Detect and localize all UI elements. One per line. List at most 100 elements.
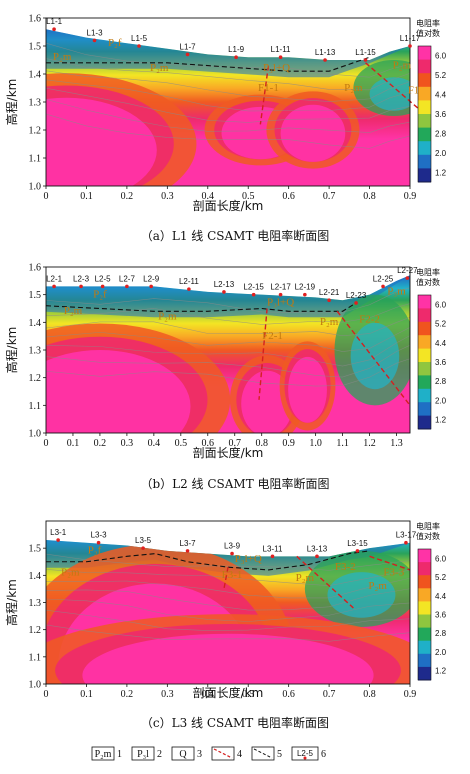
colorbar-tick-label: 5.2 [435, 320, 447, 329]
station-label: L3-1 [50, 528, 67, 537]
station-marker [185, 52, 190, 57]
legend-swatch [91, 746, 115, 761]
chart-panel-1: 0 0.1 0.2 0.3 0.4 0.5 0.6 0.7 0.8 0.9 1.0 1.1 1.2 1.3… [4, 14, 447, 244]
x-axis-label: 剖面长度/km [193, 198, 264, 213]
station-label: L2-1 [46, 274, 63, 283]
magenta-contour-zone [288, 356, 327, 423]
y-tick-label: 1.1 [29, 154, 42, 165]
y-tick-label: 1.2 [29, 373, 42, 384]
x-tick-label: 0.2 [121, 689, 134, 700]
contour-line [46, 87, 410, 123]
legend-item: P₃l 2 [131, 746, 162, 761]
colorbar-tick-label: 6.0 [435, 52, 447, 61]
station-label: L1-13 [315, 48, 336, 57]
magenta-contour-zone [46, 350, 191, 433]
unit-label: P₂m [61, 566, 80, 578]
colorbar-tick-label: 3.6 [435, 611, 447, 620]
y-axis-label: 高程/km [4, 327, 19, 374]
x-tick-label: 0.1 [80, 191, 93, 202]
colorbar-segment [418, 73, 431, 88]
station-marker [278, 292, 283, 297]
station-marker [125, 284, 129, 289]
station-label: L1-11 [271, 45, 291, 54]
x-tick-label: 0.5 [242, 689, 255, 700]
contour-line [46, 79, 410, 112]
x-tick-label: 0.5 [242, 191, 255, 202]
x-tick-label: 0.6 [282, 191, 295, 202]
station-marker [363, 58, 368, 62]
station-label: L1-5 [131, 34, 148, 43]
unit-label: P₂m [296, 572, 315, 584]
unit-label: P₂m [393, 59, 412, 71]
contour-line [46, 577, 410, 599]
station-marker [149, 284, 153, 289]
colorbar-tick-label: 5.2 [435, 573, 447, 582]
colorbar-tick-label: 2.0 [435, 396, 447, 405]
legend-number: 6 [321, 749, 326, 760]
x-tick-label: 0.2 [121, 191, 134, 202]
legend-swatch [171, 746, 195, 761]
station-marker [52, 284, 56, 289]
legend-boundary-line [253, 748, 273, 759]
y-tick-label: 1.6 [29, 14, 42, 25]
station-label: L2-25 [373, 274, 394, 283]
x-tick-label: 0.7 [323, 191, 336, 202]
legend-number: 1 [117, 749, 122, 760]
y-tick-label: 1.5 [29, 544, 42, 555]
shallow-low-resistivity-zone [46, 29, 410, 78]
colorbar-segment [418, 575, 431, 589]
unit-label: F3-1 [222, 569, 243, 581]
unit-label: P₂m [64, 305, 83, 317]
colorbar-segment [418, 549, 431, 563]
contour-line [46, 327, 410, 352]
station-label: L3-15 [347, 539, 368, 548]
station-label: L2-11 [179, 277, 199, 286]
unit-label: F1-1 [258, 82, 279, 94]
station-label: L3-13 [307, 544, 328, 553]
colorbar-segment [418, 348, 431, 363]
contour-line [46, 317, 410, 337]
chart-panel-3: 0 0.1 0.2 0.3 0.4 0.5 0.6 0.7 0.8 0.9 1.0 1.1 1.2 1.3… [4, 520, 447, 730]
colorbar-segment [418, 295, 431, 309]
panel-caption: （a）L1 线 CSAMT 电阻率断面图 [141, 228, 330, 243]
contour-line [46, 113, 410, 149]
x-tick-label: 1.1 [336, 438, 349, 449]
unit-label: P₂m [368, 580, 387, 592]
x-tick-label: 0.4 [202, 191, 215, 202]
teal-anomaly [369, 77, 410, 111]
magenta-contour-zone [46, 97, 157, 187]
station-marker [234, 55, 238, 59]
unit-label: P₂m [158, 311, 177, 323]
colorbar-segment [418, 614, 431, 629]
station-marker [56, 538, 60, 542]
unit-label: F3-2 [335, 561, 356, 573]
x-tick-label: 0.6 [202, 438, 215, 449]
legend-symbol: Q [179, 749, 187, 760]
x-tick-label: 0.3 [161, 689, 174, 700]
station-label: L2-7 [119, 274, 136, 283]
station-label: L2-13 [214, 280, 235, 289]
legend-item: 4 [211, 746, 242, 761]
x-tick-label: 0.8 [255, 438, 268, 449]
resistivity-field [46, 540, 410, 684]
station-label: L2-19 [295, 283, 316, 292]
fault-line [259, 65, 270, 125]
station-marker [278, 55, 283, 59]
colorbar-frame [417, 294, 432, 430]
station-label: L3-7 [180, 539, 197, 548]
legend-number: 5 [277, 749, 282, 760]
y-axis-label: 高程/km [4, 79, 19, 126]
fault-line [365, 62, 431, 120]
station-marker [52, 27, 56, 32]
station-label: L2-5 [95, 274, 112, 283]
colorbar-segment [418, 415, 431, 430]
x-tick-label: 0.8 [363, 689, 376, 700]
colorbar-segment [418, 666, 431, 681]
station-marker [354, 301, 358, 305]
legend-symbol: L2-5 [297, 749, 314, 758]
contour-line [46, 287, 410, 314]
station-label: L1-1 [46, 17, 63, 26]
panel-caption: （b）L2 线 CSAMT 电阻率断面图 [140, 476, 329, 491]
legend-item: L2-5 6 [291, 746, 326, 761]
